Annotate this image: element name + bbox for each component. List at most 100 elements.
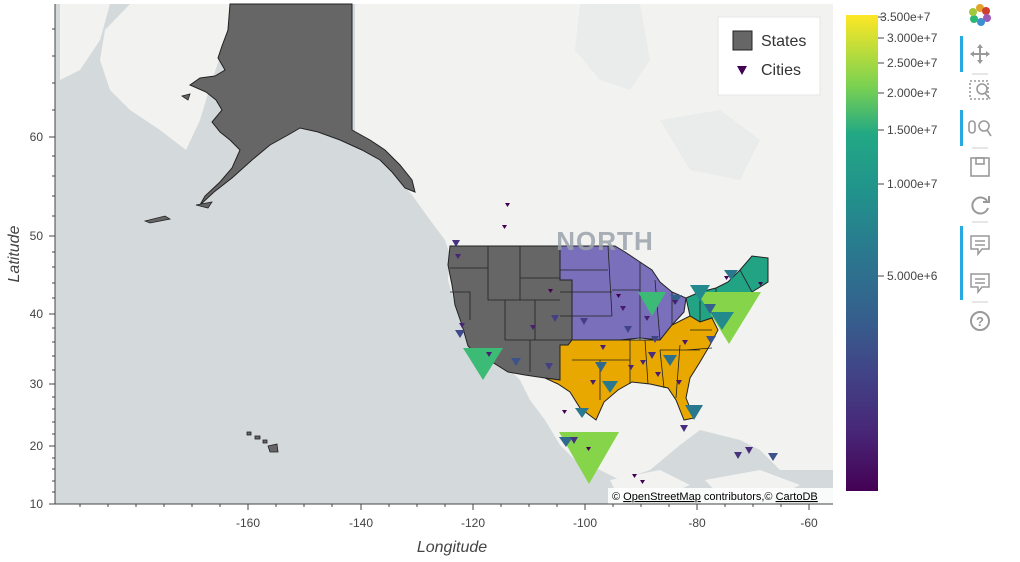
city-marker	[559, 437, 573, 447]
y-tick-label: 40	[30, 307, 44, 321]
colorbar-labels: 3.500e+7 3.000e+7 2.500e+7 2.000e+7 1.50…	[880, 10, 938, 283]
attribution-box	[608, 488, 833, 504]
attribution-text: © OpenStreetMap contributors,© CartoDB	[612, 491, 818, 503]
city-marker	[640, 480, 645, 484]
city-marker	[455, 254, 461, 259]
colorbar-label: 3.000e+7	[887, 31, 938, 45]
y-tick-label: 50	[30, 229, 44, 243]
reset-icon[interactable]	[971, 196, 990, 215]
colorbar-label: 3.500e+7	[880, 10, 931, 24]
city-marker	[511, 358, 521, 366]
city-marker	[575, 408, 589, 418]
osm-link[interactable]: OpenStreetMap	[623, 491, 701, 503]
city-marker	[644, 316, 650, 321]
hover-icon[interactable]	[970, 273, 990, 295]
city-marker	[672, 300, 678, 305]
region-midwest	[559, 245, 687, 341]
city-marker	[580, 318, 588, 325]
colorbar	[846, 15, 878, 491]
x-tick-label: -60	[800, 516, 818, 530]
box-zoom-icon[interactable]	[969, 80, 991, 100]
city-marker	[600, 345, 606, 350]
x-tick-label: -100	[573, 516, 597, 530]
save-icon[interactable]	[970, 157, 990, 177]
pan-active-indicator	[960, 36, 963, 72]
city-marker	[648, 352, 656, 359]
colorbar-label: 2.000e+7	[887, 86, 938, 100]
colorbar-ticks	[878, 16, 884, 277]
city-marker	[680, 425, 688, 432]
city-marker	[663, 355, 677, 366]
city-marker	[706, 336, 716, 344]
y-tick-label: 60	[30, 130, 44, 144]
city-marker	[710, 312, 734, 330]
city-marker	[505, 203, 510, 207]
carto-link[interactable]: CartoDB	[776, 491, 818, 503]
x-axis-title: Longitude	[417, 539, 487, 556]
city-marker	[632, 474, 637, 478]
city-marker	[545, 363, 553, 370]
city-marker	[530, 325, 536, 330]
city-marker	[562, 410, 567, 414]
city-marker	[463, 348, 503, 380]
city-marker	[459, 323, 465, 328]
city-marker	[655, 372, 661, 377]
city-marker	[724, 270, 738, 280]
y-axis-title: Latitude	[6, 225, 23, 282]
city-marker	[704, 304, 716, 314]
city-marker	[651, 336, 659, 343]
x-tick-label: -80	[688, 516, 706, 530]
legend-states-swatch	[732, 30, 753, 51]
cities-layer[interactable]	[452, 203, 778, 484]
alaska-islands	[143, 93, 213, 224]
bokeh-logo-icon[interactable]	[969, 4, 991, 26]
city-marker	[570, 437, 578, 444]
pan-icon[interactable]	[970, 44, 990, 64]
legend-states-label: States	[761, 33, 806, 50]
basemap-label: NORTH	[556, 226, 653, 256]
city-marker	[685, 405, 703, 420]
city-marker	[455, 330, 465, 338]
legend-cities-label: Cities	[761, 62, 801, 79]
city-marker	[638, 292, 666, 316]
city-marker	[595, 362, 607, 372]
city-marker	[586, 447, 591, 451]
y-tick-label: 20	[30, 439, 44, 453]
state-hawaii[interactable]	[246, 431, 279, 453]
legend-cities-marker	[737, 66, 747, 75]
x-tick-label: -160	[236, 516, 260, 530]
city-marker	[620, 306, 626, 311]
city-marker	[690, 285, 710, 301]
city-marker	[559, 432, 619, 484]
colorbar-label: 2.500e+7	[887, 56, 938, 70]
city-marker	[452, 240, 460, 247]
x-tick-labels: -160 -140 -120 -100 -80 -60	[236, 516, 818, 530]
city-marker	[624, 326, 632, 333]
legend: States Cities	[717, 16, 821, 96]
wheel-zoom-active-indicator	[960, 110, 963, 146]
city-marker	[745, 447, 753, 454]
colorbar-label: 5.000e+6	[887, 269, 938, 283]
help-icon[interactable]: ?	[970, 311, 990, 331]
hover-icon[interactable]	[970, 235, 990, 257]
y-tick-labels: 10 20 30 40 50 60	[30, 130, 44, 511]
city-marker	[602, 381, 618, 393]
svg-text:?: ?	[976, 314, 984, 329]
city-marker	[548, 289, 553, 293]
y-tick-label: 30	[30, 377, 44, 391]
city-marker	[758, 282, 763, 286]
colorbar-label: 1.000e+7	[887, 177, 938, 191]
city-marker	[676, 380, 682, 385]
city-marker	[486, 352, 492, 357]
city-marker	[628, 365, 634, 370]
city-marker	[734, 452, 742, 459]
plot-toolbar: ?	[960, 0, 1020, 340]
city-marker	[551, 315, 559, 322]
wheel-zoom-icon[interactable]	[968, 120, 992, 137]
city-marker	[682, 340, 688, 345]
city-marker	[502, 225, 507, 229]
state-alaska[interactable]	[188, 3, 416, 206]
city-marker	[724, 276, 729, 280]
city-marker	[616, 294, 621, 298]
